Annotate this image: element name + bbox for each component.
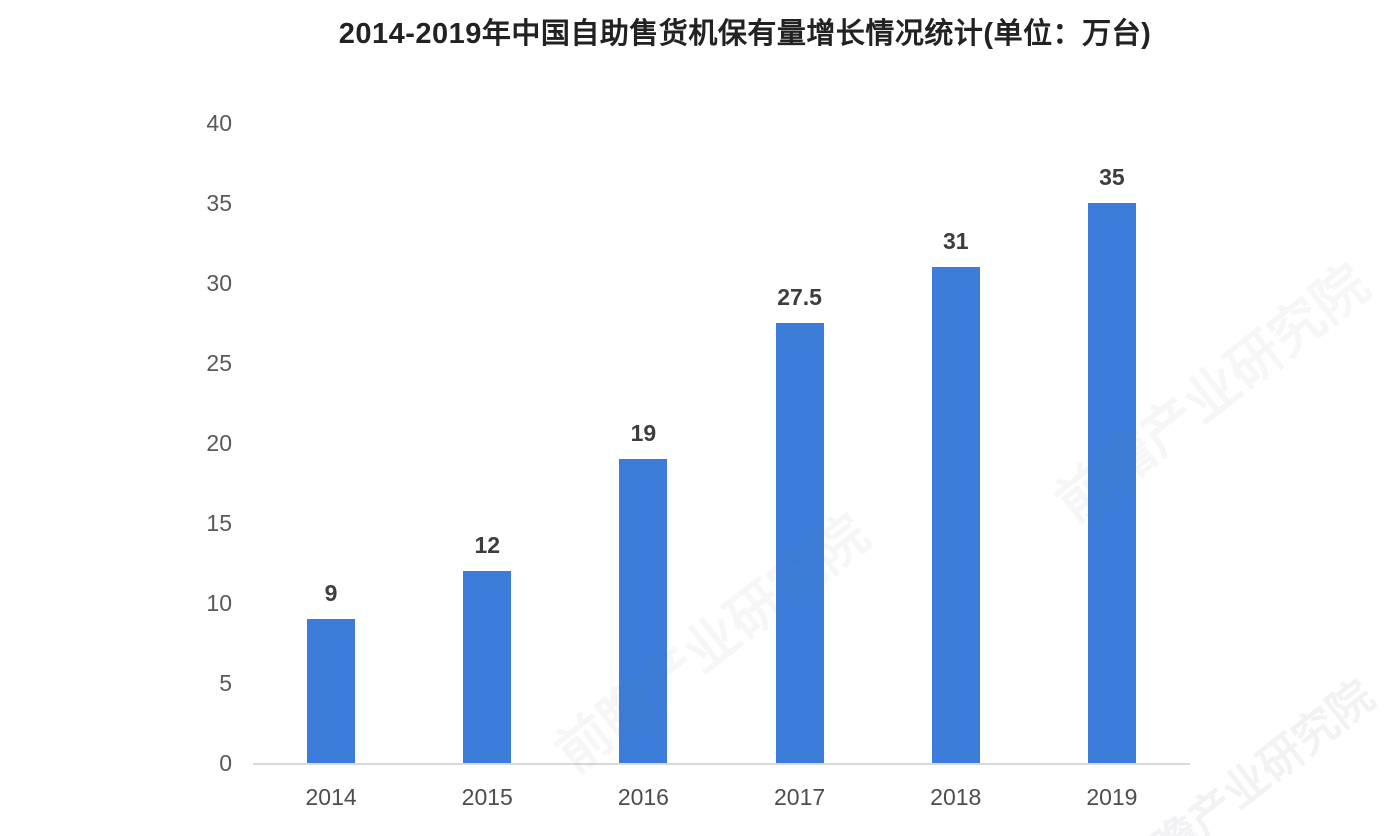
x-axis-tick-label: 2018	[930, 784, 982, 810]
plot-area	[253, 123, 1190, 765]
x-axis-tick-label: 2015	[461, 784, 513, 810]
bar-2019	[1087, 203, 1136, 763]
x-axis-tick-label: 2019	[1086, 784, 1138, 810]
y-axis-tick-label: 20	[206, 430, 232, 456]
bar-2018	[931, 267, 980, 763]
y-axis-tick-label: 5	[219, 670, 232, 696]
bar-value-label: 12	[474, 532, 501, 558]
bar-2014	[307, 619, 356, 763]
bar-2015	[463, 571, 512, 763]
x-axis-tick-label: 2016	[617, 784, 669, 810]
bar-2017	[775, 323, 824, 763]
bar-value-label: 31	[942, 228, 969, 254]
y-axis-tick-label: 25	[206, 350, 232, 376]
bar-value-label: 9	[324, 580, 338, 606]
x-axis-line	[253, 763, 1190, 765]
y-axis-tick-label: 0	[219, 750, 232, 776]
x-axis-tick-label: 2017	[773, 784, 826, 810]
y-axis-tick-label: 35	[206, 190, 232, 216]
chart-title: 2014-2019年中国自助售货机保有量增长情况统计(单位：万台)	[338, 18, 1152, 50]
bar-value-label: 19	[630, 420, 657, 446]
x-axis-tick-label: 2014	[305, 784, 357, 810]
bar-value-label: 27.5	[777, 284, 822, 310]
bar-2016	[619, 459, 668, 763]
y-axis-tick-label: 40	[206, 110, 232, 136]
y-axis-tick-label: 15	[206, 510, 232, 536]
y-axis-tick-label: 30	[206, 270, 232, 296]
y-axis-tick-label: 10	[206, 590, 232, 616]
bar-value-label: 35	[1099, 164, 1125, 190]
